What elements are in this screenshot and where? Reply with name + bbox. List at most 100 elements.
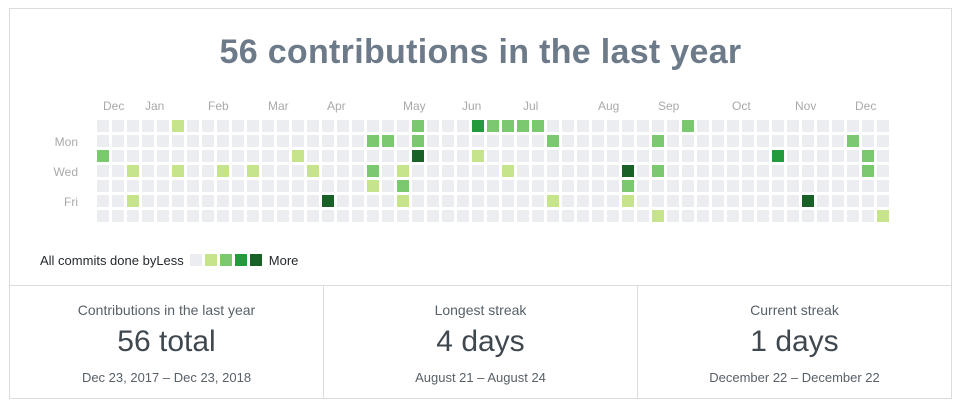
- contribution-day-cell: [217, 210, 229, 222]
- stat-longest-streak: Longest streak 4 days August 21 – August…: [323, 286, 637, 398]
- contribution-day-cell: [502, 150, 514, 162]
- contribution-day-cell: [682, 135, 694, 147]
- contribution-day-cell: [592, 120, 604, 132]
- contribution-day-cell: [112, 210, 124, 222]
- contribution-day-cell: [427, 210, 439, 222]
- legend-swatches: [189, 254, 262, 266]
- contribution-day-cell: [172, 195, 184, 207]
- contribution-day-cell: [787, 180, 799, 192]
- contribution-day-cell: [532, 210, 544, 222]
- contribution-day-cell: [802, 150, 814, 162]
- legend: All commits done by Less More: [40, 252, 299, 268]
- contribution-day-cell: [367, 135, 379, 147]
- contribution-day-cell: [877, 210, 889, 222]
- legend-less-label: Less: [156, 252, 184, 268]
- contribution-day-cell: [277, 195, 289, 207]
- contribution-day-cell: [367, 195, 379, 207]
- contribution-day-cell: [442, 210, 454, 222]
- contribution-day-cell: [217, 120, 229, 132]
- contribution-day-cell: [727, 210, 739, 222]
- contribution-day-cell: [307, 150, 319, 162]
- contribution-day-cell: [97, 135, 109, 147]
- stat-range: August 21 – August 24: [415, 370, 546, 385]
- contribution-day-cell: [457, 135, 469, 147]
- contribution-day-cell: [442, 120, 454, 132]
- contribution-day-cell: [592, 195, 604, 207]
- contribution-day-cell: [667, 120, 679, 132]
- contribution-day-cell: [517, 120, 529, 132]
- contribution-day-cell: [97, 120, 109, 132]
- contribution-day-cell: [307, 195, 319, 207]
- contribution-day-cell: [112, 195, 124, 207]
- contribution-day-cell: [607, 210, 619, 222]
- contribution-day-cell: [637, 120, 649, 132]
- contribution-day-cell: [832, 150, 844, 162]
- contribution-day-cell: [502, 165, 514, 177]
- contribution-grid: [97, 120, 889, 222]
- contribution-day-cell: [757, 135, 769, 147]
- contribution-day-cell: [577, 150, 589, 162]
- contribution-day-cell: [517, 210, 529, 222]
- contribution-day-cell: [577, 165, 589, 177]
- contribution-day-cell: [322, 210, 334, 222]
- contribution-day-cell: [502, 120, 514, 132]
- contribution-day-cell: [652, 210, 664, 222]
- contribution-day-cell: [277, 120, 289, 132]
- contribution-day-cell: [202, 120, 214, 132]
- contribution-day-cell: [232, 120, 244, 132]
- legend-swatch: [189, 254, 202, 266]
- contribution-day-cell: [637, 165, 649, 177]
- contribution-day-cell: [397, 135, 409, 147]
- contribution-day-cell: [427, 195, 439, 207]
- month-label: Nov: [795, 99, 817, 113]
- contribution-day-cell: [622, 120, 634, 132]
- contribution-day-cell: [337, 150, 349, 162]
- contribution-day-cell: [232, 150, 244, 162]
- contribution-day-cell: [247, 180, 259, 192]
- contribution-day-cell: [337, 210, 349, 222]
- contribution-day-cell: [712, 135, 724, 147]
- contribution-day-cell: [472, 180, 484, 192]
- contribution-day-cell: [487, 210, 499, 222]
- legend-more-label: More: [268, 252, 299, 268]
- contribution-day-cell: [637, 135, 649, 147]
- contribution-day-cell: [577, 180, 589, 192]
- contribution-day-cell: [292, 135, 304, 147]
- contribution-day-cell: [292, 150, 304, 162]
- contribution-day-cell: [802, 165, 814, 177]
- contribution-day-cell: [292, 195, 304, 207]
- contribution-day-cell: [682, 180, 694, 192]
- contribution-day-cell: [172, 165, 184, 177]
- contribution-day-cell: [202, 180, 214, 192]
- contribution-day-cell: [142, 180, 154, 192]
- contribution-day-cell: [97, 210, 109, 222]
- contribution-day-cell: [712, 180, 724, 192]
- contribution-day-cell: [862, 180, 874, 192]
- contribution-day-cell: [592, 180, 604, 192]
- contribution-day-cell: [697, 210, 709, 222]
- contribution-day-cell: [487, 135, 499, 147]
- contribution-day-cell: [157, 150, 169, 162]
- contribution-day-cell: [157, 135, 169, 147]
- contribution-day-cell: [817, 210, 829, 222]
- contribution-day-cell: [187, 165, 199, 177]
- contribution-day-cell: [97, 150, 109, 162]
- stat-value: 56 total: [117, 325, 216, 358]
- contribution-day-cell: [442, 180, 454, 192]
- contribution-day-cell: [277, 180, 289, 192]
- contribution-day-cell: [802, 120, 814, 132]
- contribution-day-cell: [487, 180, 499, 192]
- contribution-day-cell: [817, 135, 829, 147]
- contribution-day-cell: [517, 165, 529, 177]
- contribution-day-cell: [262, 195, 274, 207]
- contribution-day-cell: [427, 165, 439, 177]
- contribution-day-cell: [172, 120, 184, 132]
- contribution-day-cell: [847, 135, 859, 147]
- contribution-day-cell: [412, 135, 424, 147]
- contribution-day-cell: [142, 210, 154, 222]
- contribution-day-cell: [367, 210, 379, 222]
- contribution-day-cell: [682, 150, 694, 162]
- contribution-day-cell: [742, 150, 754, 162]
- contribution-day-cell: [112, 120, 124, 132]
- contribution-day-cell: [877, 135, 889, 147]
